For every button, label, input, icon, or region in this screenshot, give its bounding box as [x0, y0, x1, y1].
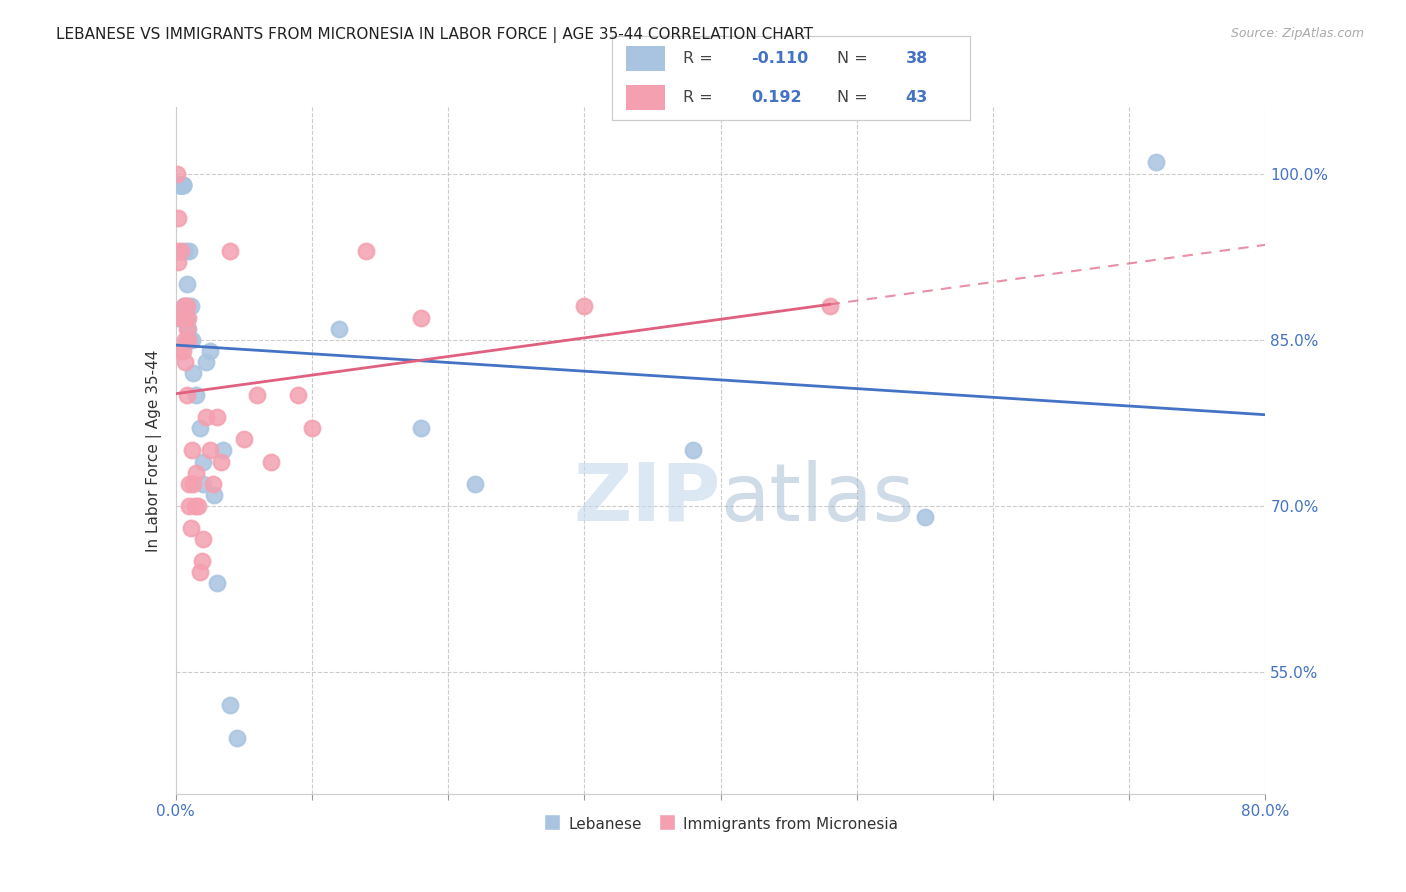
Point	[176, 277, 198, 292]
Point	[232, 433, 254, 447]
Point	[180, 521, 202, 535]
Point	[170, 178, 193, 192]
Point	[194, 410, 217, 425]
Point	[1144, 155, 1167, 169]
Point	[170, 244, 193, 258]
Text: -0.110: -0.110	[751, 51, 808, 66]
Point	[682, 443, 704, 458]
Point	[190, 554, 212, 568]
Point	[198, 343, 221, 358]
Point	[179, 333, 201, 347]
Point	[226, 731, 249, 746]
Point	[409, 421, 432, 435]
Point	[464, 476, 486, 491]
Point	[183, 366, 205, 380]
Point	[167, 211, 190, 225]
Point	[179, 244, 201, 258]
Point	[191, 454, 214, 468]
Point	[177, 310, 200, 325]
Point	[205, 576, 228, 591]
Point	[176, 300, 198, 314]
Point	[202, 488, 225, 502]
Point	[574, 300, 596, 314]
Text: 38: 38	[905, 51, 928, 66]
Text: 43: 43	[905, 90, 928, 105]
Point	[167, 255, 190, 269]
Point	[260, 454, 283, 468]
Point	[179, 476, 201, 491]
Point	[183, 476, 205, 491]
Point	[356, 244, 378, 258]
Text: ZIP: ZIP	[574, 459, 721, 538]
Text: LEBANESE VS IMMIGRANTS FROM MICRONESIA IN LABOR FORCE | AGE 35-44 CORRELATION CH: LEBANESE VS IMMIGRANTS FROM MICRONESIA I…	[56, 27, 813, 43]
Text: R =: R =	[683, 51, 718, 66]
Point	[174, 355, 197, 369]
Point	[172, 343, 194, 358]
Text: N =: N =	[838, 90, 873, 105]
Point	[169, 178, 191, 192]
Point	[166, 310, 188, 325]
Point	[174, 244, 197, 258]
Point	[176, 388, 198, 402]
Point	[169, 310, 191, 325]
FancyBboxPatch shape	[626, 85, 665, 111]
Point	[191, 476, 214, 491]
Point	[169, 178, 191, 192]
Point	[172, 178, 194, 192]
Point	[205, 410, 228, 425]
Point	[219, 698, 242, 713]
Point	[409, 310, 432, 325]
Point	[186, 499, 209, 513]
Text: N =: N =	[838, 51, 873, 66]
Point	[181, 443, 204, 458]
Point	[173, 300, 195, 314]
Text: 0.192: 0.192	[751, 90, 801, 105]
Point	[212, 443, 235, 458]
Y-axis label: In Labor Force | Age 35-44: In Labor Force | Age 35-44	[146, 350, 162, 551]
Point	[188, 566, 211, 580]
Point	[167, 178, 190, 192]
Point	[180, 300, 202, 314]
Point	[172, 178, 194, 192]
Point	[173, 300, 195, 314]
Point	[184, 499, 207, 513]
Point	[186, 466, 208, 480]
Point	[172, 310, 194, 325]
Text: Source: ZipAtlas.com: Source: ZipAtlas.com	[1230, 27, 1364, 40]
Point	[181, 333, 204, 347]
Text: R =: R =	[683, 90, 718, 105]
Point	[194, 355, 217, 369]
FancyBboxPatch shape	[626, 45, 665, 71]
Point	[176, 321, 198, 335]
Point	[287, 388, 309, 402]
Point	[176, 300, 198, 314]
Point	[170, 178, 193, 192]
Point	[176, 310, 198, 325]
Legend: Lebanese, Immigrants from Micronesia: Lebanese, Immigrants from Micronesia	[537, 810, 904, 838]
Point	[188, 421, 211, 435]
Point	[177, 321, 200, 335]
Point	[246, 388, 269, 402]
Point	[179, 499, 201, 513]
Point	[914, 510, 936, 524]
Point	[166, 244, 188, 258]
Point	[169, 343, 191, 358]
Point	[172, 178, 194, 192]
Point	[328, 321, 350, 335]
Point	[173, 310, 195, 325]
Point	[191, 532, 214, 546]
Point	[301, 421, 323, 435]
Point	[219, 244, 242, 258]
Point	[166, 167, 188, 181]
Point	[198, 443, 221, 458]
Point	[174, 333, 197, 347]
Point	[209, 454, 232, 468]
Point	[177, 333, 200, 347]
Point	[186, 388, 208, 402]
Point	[201, 476, 224, 491]
Text: atlas: atlas	[721, 459, 915, 538]
Point	[818, 300, 841, 314]
